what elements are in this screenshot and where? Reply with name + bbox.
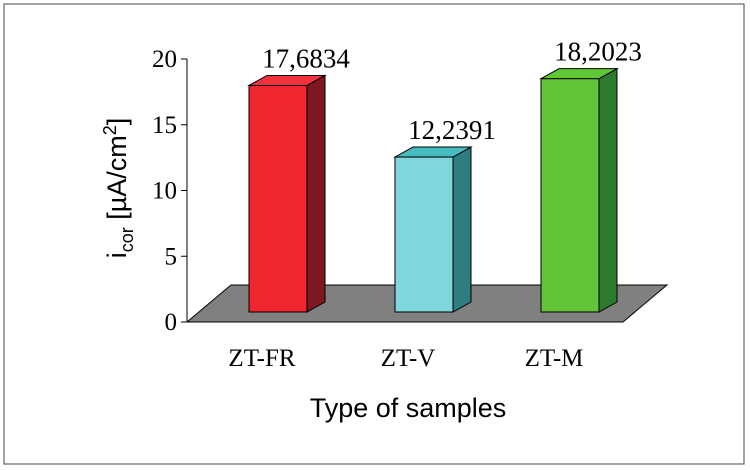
bar-zt-v (393, 146, 473, 313)
bar-side (598, 67, 618, 313)
bar-value-label: 18,2023 (554, 37, 642, 67)
category-label: ZT-FR (228, 345, 295, 372)
y-axis-title-superscript: 2 (100, 125, 120, 135)
y-axis-title: icor [µA/cm2] (100, 118, 137, 259)
bar-front (394, 156, 454, 313)
chart-frame (3, 3, 745, 465)
y-tick-label: 20 (152, 46, 177, 73)
y-axis-title-unit: [µA/cm (102, 135, 132, 227)
y-tick-label: 0 (165, 309, 178, 336)
y-tick-label: 5 (165, 243, 178, 270)
bar-side (306, 74, 326, 313)
y-tick-label: 15 (152, 112, 177, 139)
bar-top (539, 68, 619, 80)
bar-value-label: 17,6834 (262, 43, 350, 73)
y-tick-label: 10 (152, 178, 177, 205)
bar-front (248, 84, 308, 313)
bar-top (393, 146, 473, 158)
bar-side (452, 146, 472, 313)
category-label: ZT-M (525, 345, 584, 372)
x-axis-title: Type of samples (310, 393, 507, 423)
bar-front (540, 78, 600, 313)
y-axis-title-prefix: i (102, 252, 132, 258)
bar-zt-fr (247, 74, 327, 313)
bar-value-label: 12,2391 (408, 115, 496, 145)
category-label: ZT-V (381, 345, 436, 372)
bar-zt-m (539, 67, 619, 313)
bar-top (247, 74, 327, 86)
y-axis-title-subscript: cor (117, 227, 137, 252)
y-axis-title-unit-close: ] (102, 118, 132, 126)
